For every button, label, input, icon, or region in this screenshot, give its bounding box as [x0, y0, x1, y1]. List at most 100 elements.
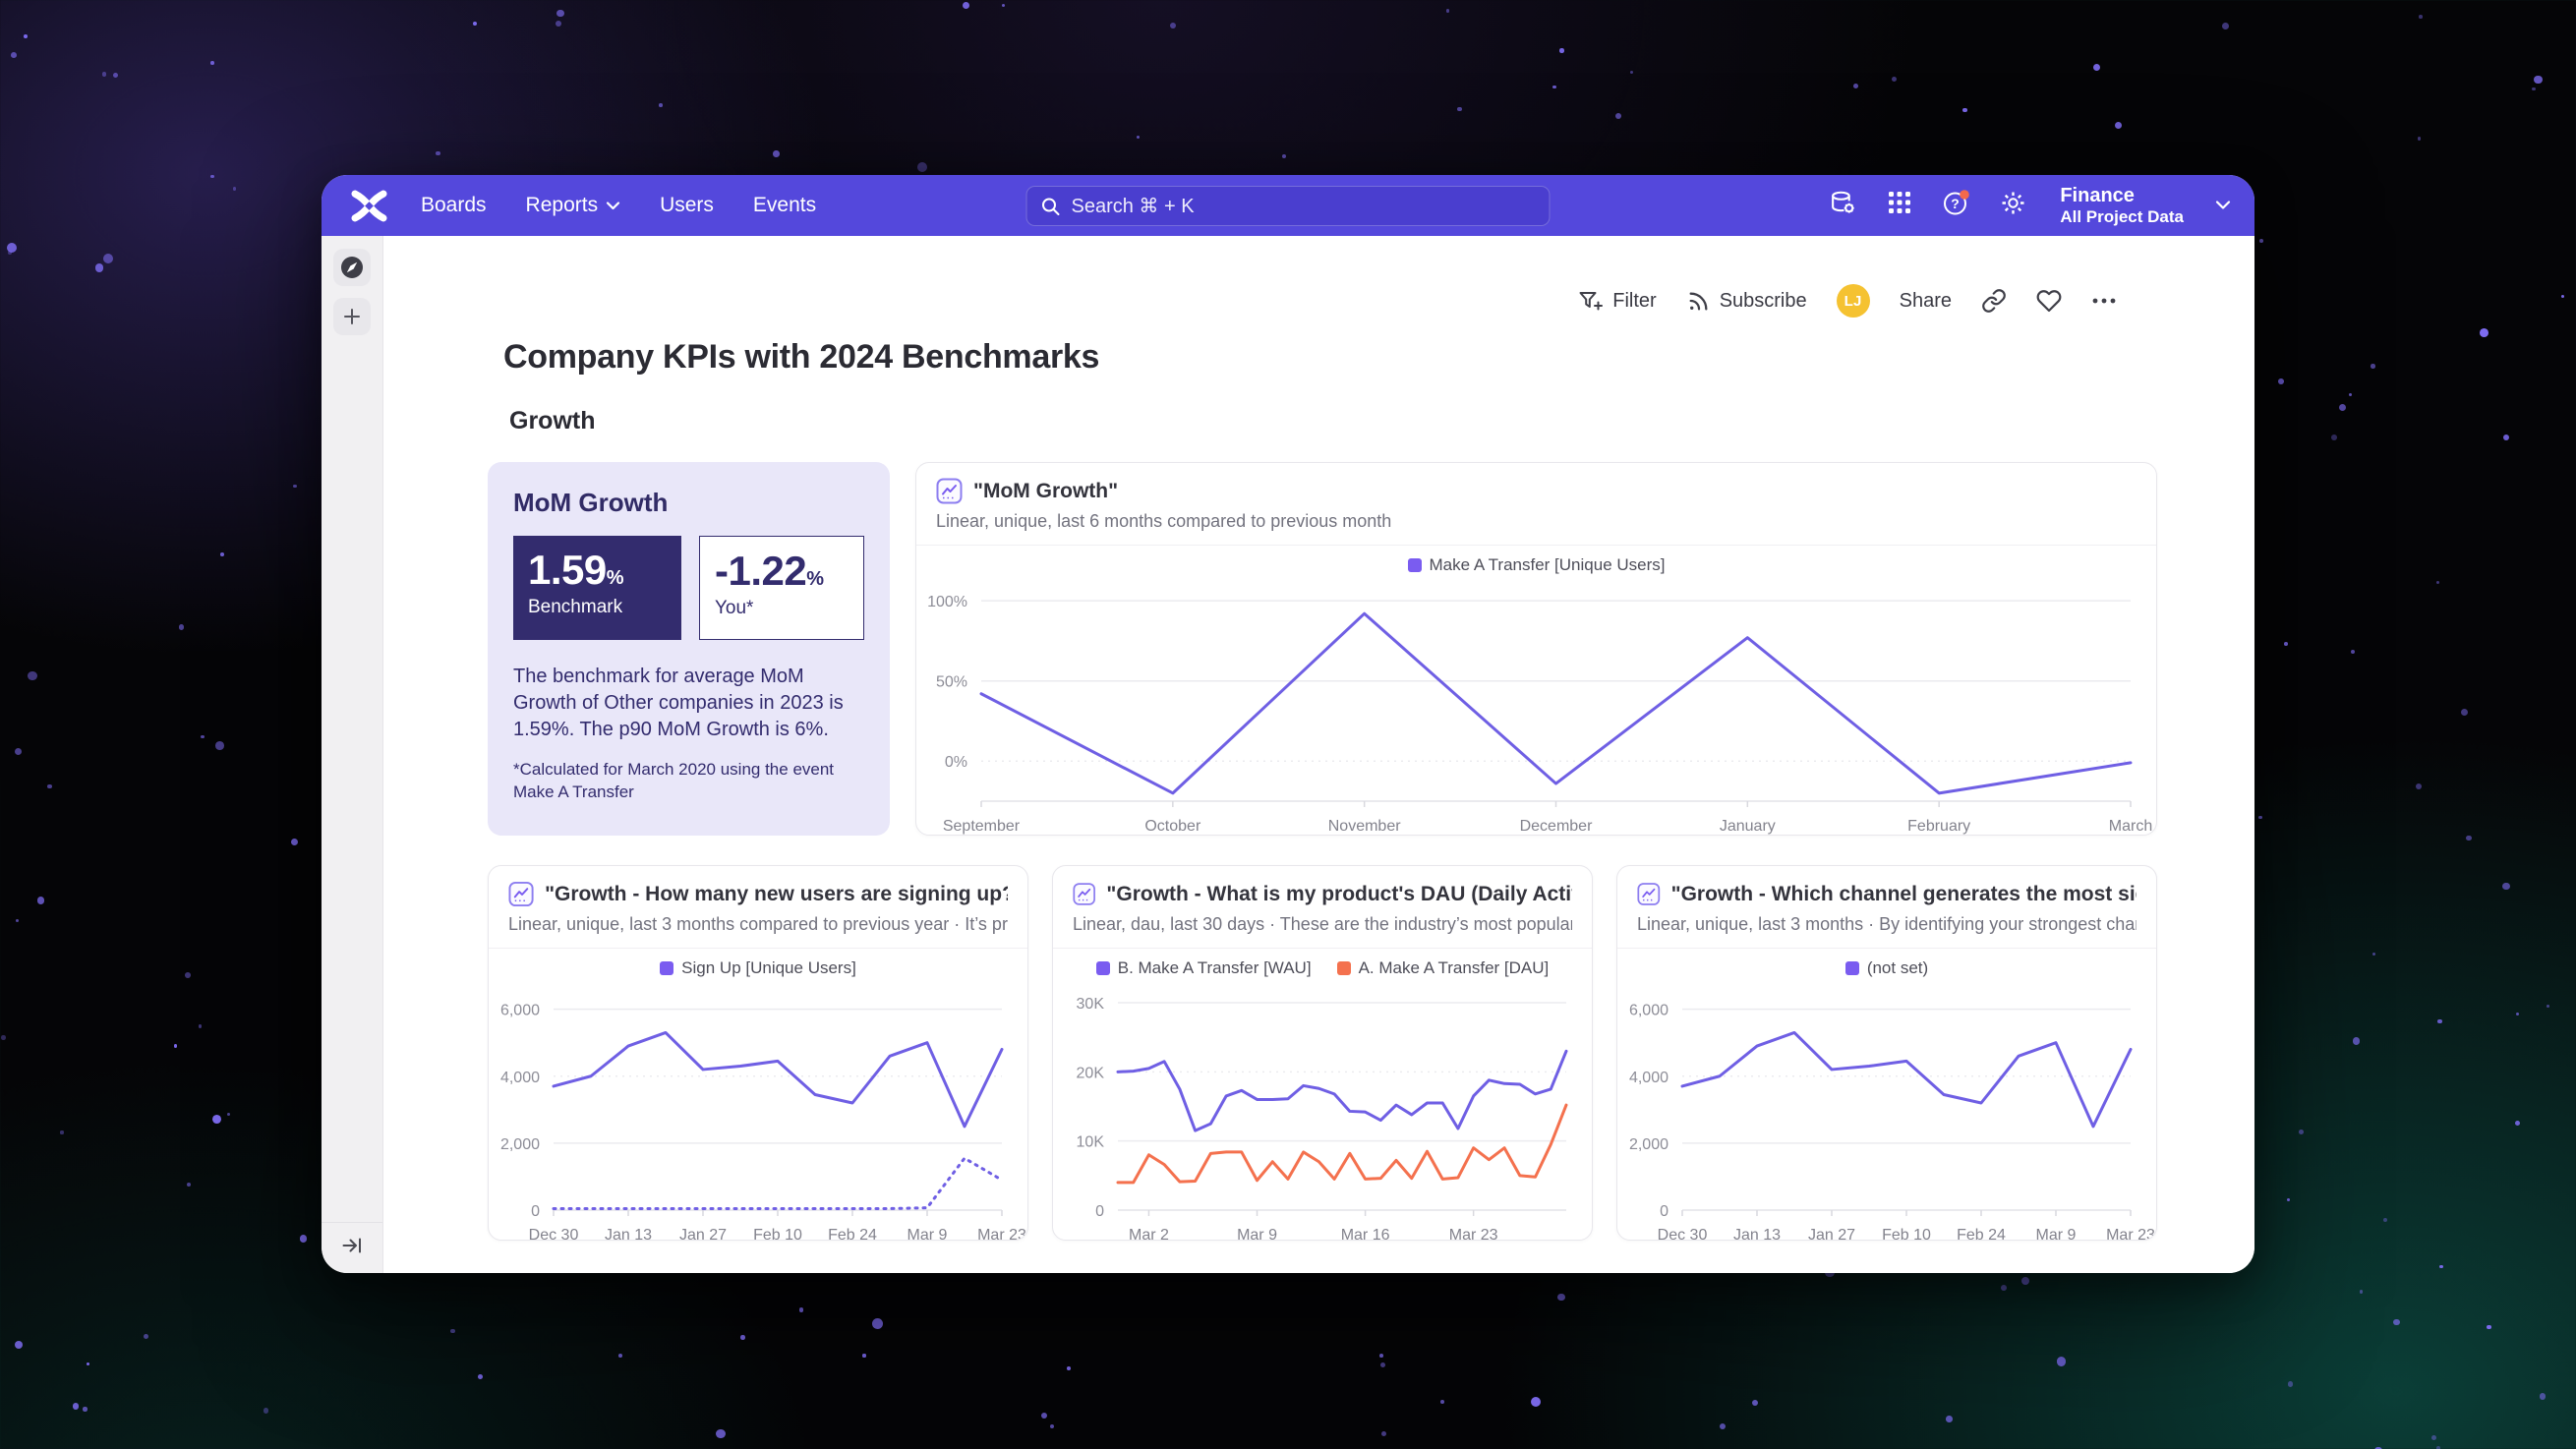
svg-text:Feb 24: Feb 24	[1957, 1227, 2006, 1241]
svg-text:6,000: 6,000	[500, 1003, 540, 1019]
chart-subtitle: Linear, unique, last 3 months · By ident…	[1637, 914, 2137, 934]
svg-text:0: 0	[1660, 1203, 1669, 1220]
project-chevron-down-icon[interactable]	[2215, 200, 2231, 210]
filter-button[interactable]: Filter	[1578, 289, 1657, 314]
mom-growth-benchmark-card[interactable]: MoM Growth 1.59% Benchmark -1.22% You* T…	[488, 462, 890, 836]
svg-text:4,000: 4,000	[1629, 1070, 1669, 1086]
chart-header: "Growth - What is my product's DAU (Dail…	[1053, 866, 1592, 949]
svg-text:January: January	[1720, 818, 1776, 835]
benchmark-card-title: MoM Growth	[513, 488, 669, 517]
line-chart[interactable]: 0 10K 20K 30K Mar 2 Mar 9 Mar 16 Mar 23	[1053, 984, 1592, 1241]
add-board-button[interactable]	[333, 298, 371, 335]
legend-swatch-icon	[1844, 961, 1859, 975]
legend-item[interactable]: Sign Up [Unique Users]	[660, 958, 856, 978]
legend-item[interactable]: B. Make A Transfer [WAU]	[1095, 958, 1312, 978]
chart-subtitle: Linear, unique, last 3 months compared t…	[508, 914, 1008, 934]
chart-card-dau[interactable]: "Growth - What is my product's DAU (Dail…	[1052, 865, 1593, 1241]
line-chart[interactable]: 0% 50% 100% September October November Decembe…	[916, 581, 2156, 836]
benchmark-value-tile: 1.59% Benchmark	[513, 536, 681, 640]
svg-text:March: March	[2109, 818, 2152, 835]
primary-nav: Boards Reports Users Events	[421, 194, 816, 217]
legend-swatch-icon	[660, 961, 674, 975]
chart-card-new-users[interactable]: "Growth - How many new users are signing…	[488, 865, 1028, 1241]
svg-text:4,000: 4,000	[500, 1070, 540, 1086]
board-content: Filter Subscribe LJ Share	[383, 236, 2254, 1273]
svg-text:0%: 0%	[945, 754, 967, 771]
benchmark-label: Benchmark	[528, 597, 623, 618]
favorite-button[interactable]	[2036, 288, 2062, 314]
line-chart-icon	[1073, 883, 1095, 905]
data-management-icon[interactable]	[1829, 189, 1857, 222]
svg-text:Mar 16: Mar 16	[1341, 1227, 1390, 1241]
expand-sidebar-button[interactable]	[340, 1234, 364, 1262]
legend-item[interactable]: Make A Transfer [Unique Users]	[1407, 555, 1666, 575]
nav-item-events[interactable]: Events	[752, 194, 817, 216]
line-chart[interactable]: 0 2,000 4,000 6,000 Dec 30 Jan 13 Jan 27 Feb 10…	[1617, 984, 2156, 1241]
svg-text:50%: 50%	[936, 674, 967, 691]
share-button[interactable]: Share	[1899, 289, 1952, 312]
legend-swatch-icon	[1336, 961, 1351, 975]
link-icon	[1982, 289, 2006, 313]
svg-text:10K: 10K	[1077, 1134, 1105, 1151]
svg-text:6,000: 6,000	[1629, 1003, 1669, 1019]
nav-item-reports[interactable]: Reports	[526, 194, 621, 217]
svg-text:20K: 20K	[1077, 1065, 1105, 1081]
project-switcher[interactable]: Finance All Project Data	[2060, 184, 2184, 227]
svg-text:February: February	[1907, 818, 1970, 835]
mixpanel-logo-icon[interactable]	[351, 188, 387, 224]
svg-text:Mar 23: Mar 23	[1449, 1227, 1498, 1241]
legend-label: A. Make A Transfer [DAU]	[1358, 958, 1550, 977]
copy-link-button[interactable]	[1981, 288, 2007, 314]
filter-icon	[1579, 291, 1604, 310]
heart-icon	[2036, 290, 2062, 313]
expand-sidebar-icon	[342, 1238, 361, 1253]
boards-home-button[interactable]	[333, 249, 371, 286]
legend-item[interactable]: (not set)	[1844, 958, 1928, 978]
subscribe-button[interactable]: Subscribe	[1686, 289, 1807, 314]
chart-header: "Growth - How many new users are signing…	[489, 866, 1027, 949]
svg-text:?: ?	[1952, 196, 1961, 211]
settings-gear-icon[interactable]	[2000, 190, 2026, 221]
chart-card-signup-channels[interactable]: "Growth - Which channel generates the mo…	[1616, 865, 2157, 1241]
svg-text:Feb 24: Feb 24	[828, 1227, 877, 1241]
legend-swatch-icon	[1095, 961, 1110, 975]
chart-header: "Growth - Which channel generates the mo…	[1617, 866, 2156, 949]
svg-text:Jan 13: Jan 13	[1733, 1227, 1781, 1241]
line-chart-icon	[1637, 883, 1661, 905]
help-icon[interactable]: ?	[1942, 189, 1970, 222]
benchmark-description: The benchmark for average MoM Growth of …	[513, 666, 844, 740]
nav-item-users[interactable]: Users	[660, 194, 714, 216]
svg-text:Feb 10: Feb 10	[753, 1227, 802, 1241]
left-sidebar	[322, 236, 383, 1273]
legend-item[interactable]: A. Make A Transfer [DAU]	[1336, 958, 1550, 978]
ellipsis-icon	[2092, 298, 2116, 304]
line-chart[interactable]: 0 2,000 4,000 6,000 Dec 30 Jan 13 Jan 27 Feb 10…	[489, 984, 1027, 1241]
plus-icon	[344, 309, 360, 324]
search-input[interactable]: Search ⌘ + K	[1025, 186, 1551, 226]
more-options-button[interactable]	[2091, 297, 2117, 305]
nav-item-boards[interactable]: Boards	[421, 194, 487, 216]
svg-text:Mar 2: Mar 2	[1129, 1227, 1169, 1241]
chevron-down-icon	[606, 202, 620, 210]
svg-text:Jan 27: Jan 27	[1808, 1227, 1855, 1241]
svg-text:Jan 13: Jan 13	[605, 1227, 652, 1241]
svg-text:September: September	[943, 818, 1021, 835]
page-title: Company KPIs with 2024 Benchmarks	[503, 338, 1100, 376]
svg-text:November: November	[1328, 818, 1401, 835]
apps-grid-icon[interactable]	[1887, 190, 1912, 220]
line-chart-icon	[936, 478, 963, 504]
compass-icon	[341, 257, 363, 278]
svg-text:Dec 30: Dec 30	[1658, 1227, 1708, 1241]
chart-subtitle: Linear, unique, last 6 months compared t…	[936, 511, 1392, 531]
user-avatar[interactable]: LJ	[1836, 284, 1870, 318]
svg-text:December: December	[1520, 818, 1593, 835]
chart-title: "Growth - How many new users are signing…	[545, 882, 1008, 905]
chart-card-mom-growth[interactable]: "MoM Growth" Linear, unique, last 6 mont…	[915, 462, 2157, 836]
svg-text:October: October	[1144, 818, 1201, 835]
svg-text:0: 0	[1095, 1203, 1104, 1220]
svg-text:2,000: 2,000	[500, 1136, 540, 1153]
chart-legend: B. Make A Transfer [WAU] A. Make A Transf…	[1053, 958, 1592, 978]
svg-text:Feb 10: Feb 10	[1882, 1227, 1931, 1241]
svg-text:Mar 9: Mar 9	[907, 1227, 948, 1241]
chart-legend: (not set)	[1617, 958, 2156, 978]
